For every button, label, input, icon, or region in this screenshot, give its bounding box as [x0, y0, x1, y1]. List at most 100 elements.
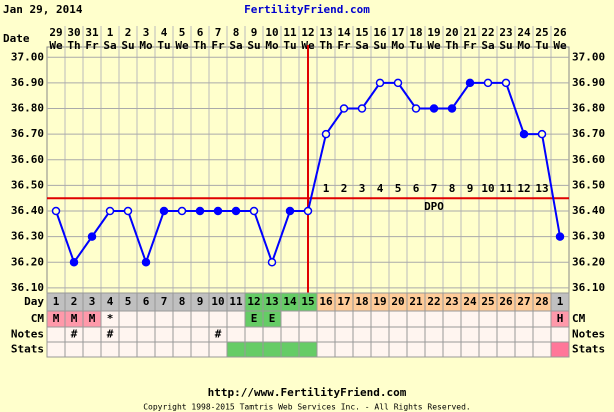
row-cell — [46, 326, 66, 343]
row-cell-text: 27 — [517, 295, 530, 308]
row-cell — [370, 326, 390, 343]
row-cell — [316, 326, 336, 343]
row-label-right: Stats — [572, 343, 605, 356]
row-cell-text: 19 — [373, 295, 386, 308]
temperature-point — [123, 206, 133, 216]
row-cell-text: M — [71, 312, 78, 325]
x-tick-label: 9 — [251, 26, 258, 39]
row-cell-text: # — [107, 328, 114, 341]
temperature-point — [519, 129, 529, 139]
row-cell — [118, 326, 138, 343]
row-cell-text: 24 — [463, 295, 477, 308]
row-cell-text: 5 — [125, 295, 132, 308]
row-cell — [172, 326, 192, 343]
x-tick-label: 20 — [445, 26, 458, 39]
temperature-point — [267, 258, 277, 267]
row-cell — [118, 310, 138, 328]
row-cell-text: 1 — [557, 295, 564, 308]
x-tick-label: 19 — [427, 26, 440, 39]
row-cell — [208, 341, 228, 358]
row-cell — [298, 341, 318, 358]
weekday-label: We — [49, 39, 63, 52]
weekday-label: Tu — [409, 39, 422, 52]
dpo-label: 10 — [481, 182, 494, 195]
row-cell — [478, 341, 498, 358]
row-cell — [226, 326, 246, 343]
y-tick-label-right: 36.80 — [572, 102, 605, 115]
row-cell — [550, 341, 570, 358]
y-tick-label: 36.20 — [11, 255, 44, 268]
temperature-point — [321, 129, 331, 139]
x-tick-label: 3 — [143, 26, 150, 39]
x-tick-label: 11 — [283, 26, 297, 39]
temperature-point — [393, 78, 403, 88]
temperature-point — [537, 129, 547, 139]
row-cell-text: M — [53, 312, 60, 325]
weekday-label: Fr — [85, 39, 99, 52]
row-cell — [406, 341, 426, 358]
chart-date: Jan 29, 2014 — [3, 3, 83, 16]
row-cell — [460, 310, 480, 328]
row-cell — [532, 310, 552, 328]
temperature-point — [69, 258, 79, 267]
row-cell — [244, 326, 264, 343]
weekday-label: Mo — [265, 39, 279, 52]
x-tick-label: 5 — [179, 26, 186, 39]
row-cell — [334, 341, 354, 358]
site-name[interactable]: FertilityFriend.com — [244, 3, 370, 16]
row-cell — [226, 341, 246, 358]
weekday-label: Th — [67, 39, 80, 52]
y-tick-label-right: 36.50 — [572, 178, 605, 191]
row-cell-text: 28 — [535, 295, 548, 308]
temperature-point — [555, 232, 565, 241]
weekday-label: Fr — [337, 39, 351, 52]
weekday-label: Sa — [103, 39, 116, 52]
temperature-point — [483, 78, 493, 88]
y-tick-label-right: 36.10 — [572, 281, 605, 294]
row-cell — [172, 341, 192, 358]
row-cell-text: M — [89, 312, 96, 325]
row-cell — [460, 326, 480, 343]
row-cell — [280, 341, 300, 358]
row-cell — [100, 341, 120, 358]
dpo-label: 12 — [517, 182, 530, 195]
temperature-point — [141, 258, 151, 267]
x-tick-label: 7 — [215, 26, 222, 39]
x-tick-label: 8 — [233, 26, 240, 39]
y-tick-label-right: 36.70 — [572, 127, 605, 140]
row-cell — [280, 326, 300, 343]
row-cell-text: 21 — [409, 295, 423, 308]
row-cell — [280, 310, 300, 328]
y-tick-label: 36.30 — [11, 230, 44, 243]
row-cell-text: # — [215, 328, 222, 341]
weekday-label: We — [553, 39, 567, 52]
copyright: Copyright 1998-2015 Tamtris Web Services… — [143, 403, 471, 412]
row-cell — [190, 341, 210, 358]
dpo-label: 3 — [359, 182, 366, 195]
temperature-point — [465, 78, 475, 88]
url[interactable]: http://www.FertilityFriend.com — [208, 386, 407, 399]
row-cell — [334, 326, 354, 343]
y-tick-label-right: 36.60 — [572, 153, 605, 166]
row-cell — [154, 341, 174, 358]
weekday-label: Su — [121, 39, 134, 52]
x-label: Date — [3, 32, 30, 45]
row-cell-text: 4 — [107, 295, 114, 308]
y-tick-label: 36.10 — [11, 281, 44, 294]
row-cell-text: 13 — [265, 295, 278, 308]
row-cell-text: 12 — [247, 295, 260, 308]
dpo-title: DPO — [424, 200, 444, 213]
weekday-label: Sa — [355, 39, 368, 52]
weekday-label: Mo — [517, 39, 531, 52]
y-tick-label: 36.80 — [11, 102, 44, 115]
x-tick-label: 2 — [125, 26, 132, 39]
y-tick-label: 36.90 — [11, 76, 44, 89]
weekday-label: Mo — [139, 39, 153, 52]
weekday-label: Su — [499, 39, 512, 52]
row-cell-text: H — [557, 312, 564, 325]
temperature-point — [159, 206, 169, 216]
y-tick-label-right: 37.00 — [572, 50, 605, 63]
row-cell — [82, 341, 102, 358]
row-cell — [388, 341, 408, 358]
